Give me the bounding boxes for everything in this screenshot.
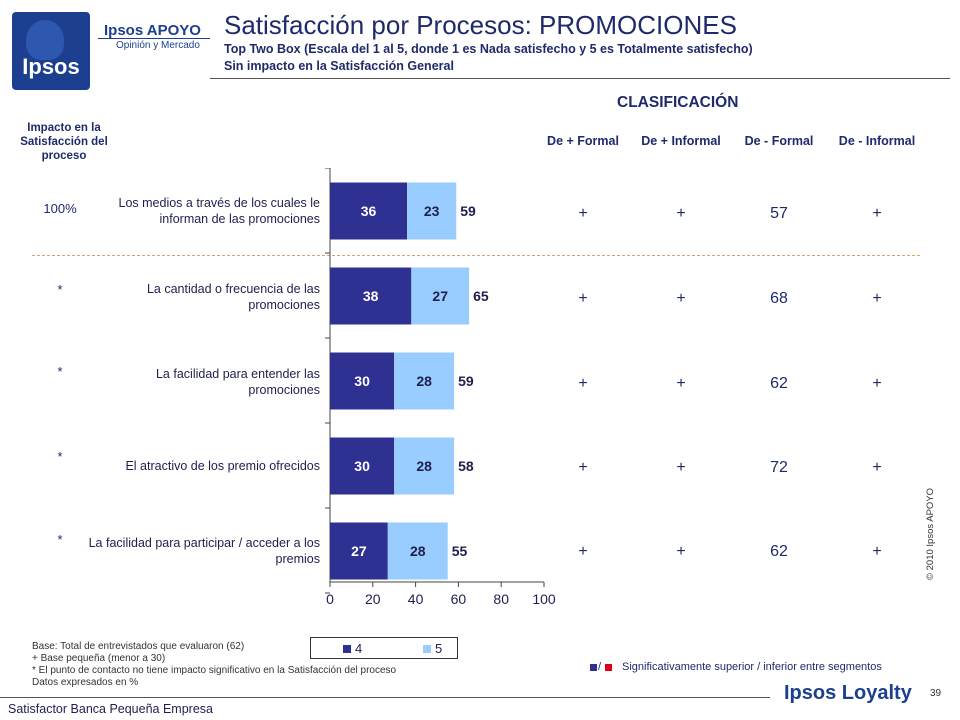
apoyo-divider bbox=[98, 38, 210, 39]
impact-value: * bbox=[57, 364, 63, 379]
row-label: Los medios a través de los cuales le inf… bbox=[118, 196, 321, 226]
class-cell: 62 bbox=[770, 543, 788, 560]
apoyo-tagline: Opinión y Mercado bbox=[116, 40, 200, 51]
bar-segment-5 bbox=[411, 267, 470, 325]
class-cell: + bbox=[578, 205, 588, 222]
bar-label-4: 30 bbox=[354, 373, 370, 389]
bar-label-5: 28 bbox=[416, 373, 432, 389]
footnotes: Base: Total de entrevistados que evaluar… bbox=[32, 641, 396, 689]
bar-total-label: 55 bbox=[452, 543, 468, 559]
bar-total-label: 58 bbox=[458, 458, 474, 474]
bar-segment-5 bbox=[407, 182, 457, 240]
ipsos-logo: Ipsos bbox=[12, 12, 90, 90]
x-tick-label: 20 bbox=[365, 591, 381, 607]
bar-segment-4 bbox=[330, 352, 395, 410]
classification-header: CLASIFICACIÓN bbox=[617, 94, 739, 111]
bar-segment-4 bbox=[330, 437, 395, 495]
footnote: Datos expresados en % bbox=[32, 677, 139, 688]
legend-label-4: 4 bbox=[355, 641, 363, 656]
impact-value: * bbox=[57, 532, 63, 547]
class-cell: + bbox=[676, 459, 686, 476]
class-cell: + bbox=[872, 290, 882, 307]
col-header-formal-minus: De - Formal bbox=[744, 134, 814, 148]
bar-segment-5 bbox=[387, 522, 448, 580]
row-label: La facilidad para entender las promocion… bbox=[155, 367, 320, 397]
impact-header: Impacto en la Satisfacción del proceso bbox=[20, 122, 108, 162]
class-cell: + bbox=[578, 459, 588, 476]
class-cell: 68 bbox=[770, 290, 788, 307]
bar-label-5: 23 bbox=[424, 203, 440, 219]
class-cell: + bbox=[578, 375, 588, 392]
footnote: + Base pequeña (menor a 30) bbox=[32, 653, 166, 664]
bar-segment-4 bbox=[330, 182, 408, 240]
impact-value: 100% bbox=[43, 201, 77, 216]
stacked-bar-chart: 0 20 40 60 80 100 36 23 59 38 27 65 30 28 59 30 28 58 27 28… bbox=[325, 168, 556, 607]
x-tick-label: 40 bbox=[408, 591, 424, 607]
col-header-informal-minus: De - Informal bbox=[838, 134, 916, 148]
class-cell: 57 bbox=[770, 205, 788, 222]
x-tick-label: 80 bbox=[493, 591, 509, 607]
page-title: Satisfacción por Procesos: PROMOCIONES bbox=[224, 10, 737, 40]
dashed-divider bbox=[32, 255, 920, 256]
bar-label-4: 27 bbox=[351, 543, 367, 559]
col-header-informal-plus: De + Informal bbox=[641, 134, 721, 148]
significance-note: Significativamente superior / inferior e… bbox=[622, 661, 882, 673]
class-cell: + bbox=[676, 543, 686, 560]
col-header-formal-plus: De + Formal bbox=[547, 134, 619, 148]
bar-segment-5 bbox=[394, 437, 455, 495]
bar-label-4: 30 bbox=[354, 458, 370, 474]
apoyo-brand: Ipsos APOYO bbox=[104, 22, 201, 39]
impact-value: * bbox=[57, 282, 63, 297]
class-cell: + bbox=[578, 290, 588, 307]
copyright: © 2010 Ipsos APOYO bbox=[925, 487, 936, 580]
x-tick-label: 0 bbox=[326, 591, 334, 607]
page-number: 39 bbox=[930, 688, 942, 699]
footer-text: Satisfactor Banca Pequeña Empresa bbox=[8, 702, 213, 716]
class-cell: + bbox=[676, 375, 686, 392]
bar-segment-4 bbox=[330, 522, 388, 580]
bar-label-5: 27 bbox=[432, 288, 448, 304]
ipsos-loyalty-logo: Ipsos Loyalty bbox=[784, 682, 912, 704]
legend-swatch-4 bbox=[343, 645, 351, 653]
logo-head-icon bbox=[26, 20, 64, 60]
footer-divider bbox=[0, 697, 770, 698]
bar-segment-5 bbox=[394, 352, 455, 410]
bar-label-4: 38 bbox=[363, 288, 379, 304]
chart-legend: 4 5 bbox=[310, 637, 458, 659]
bar-total-label: 59 bbox=[458, 373, 474, 389]
bar-label-4: 36 bbox=[361, 203, 377, 219]
row-label: La facilidad para participar / acceder a… bbox=[88, 536, 320, 566]
class-cell: + bbox=[676, 290, 686, 307]
bar-label-5: 28 bbox=[416, 458, 432, 474]
bar-total-label: 65 bbox=[473, 288, 489, 304]
sig-up-square-icon bbox=[590, 664, 597, 671]
class-cell: + bbox=[578, 543, 588, 560]
x-tick-label: 100 bbox=[532, 591, 556, 607]
class-cell: + bbox=[872, 375, 882, 392]
class-cell: + bbox=[872, 543, 882, 560]
bar-label-5: 28 bbox=[410, 543, 426, 559]
page-subtitle-2: Sin impacto en la Satisfacción General bbox=[224, 59, 454, 73]
title-divider bbox=[210, 78, 950, 79]
class-cell: + bbox=[872, 459, 882, 476]
class-cell: + bbox=[872, 205, 882, 222]
bar-segment-4 bbox=[330, 267, 412, 325]
class-cell: + bbox=[676, 205, 686, 222]
logo-text: Ipsos bbox=[22, 54, 80, 79]
impact-value: * bbox=[57, 449, 63, 464]
row-label: La cantidad o frecuencia de las promocio… bbox=[146, 282, 320, 312]
footnote: * El punto de contacto no tiene impacto … bbox=[32, 665, 397, 676]
footnote: Base: Total de entrevistados que evaluar… bbox=[32, 641, 245, 652]
bar-total-label: 59 bbox=[460, 203, 476, 219]
page-subtitle: Top Two Box (Escala del 1 al 5, donde 1 … bbox=[224, 42, 753, 56]
x-tick-label: 60 bbox=[451, 591, 467, 607]
class-cell: 62 bbox=[770, 375, 788, 392]
legend-label-5: 5 bbox=[435, 641, 443, 656]
sig-down-square-icon bbox=[605, 664, 612, 671]
legend-swatch-5 bbox=[423, 645, 431, 653]
sig-separator: / bbox=[598, 661, 602, 673]
class-cell: 72 bbox=[770, 459, 788, 476]
row-label: El atractivo de los premio ofrecidos bbox=[125, 459, 320, 473]
